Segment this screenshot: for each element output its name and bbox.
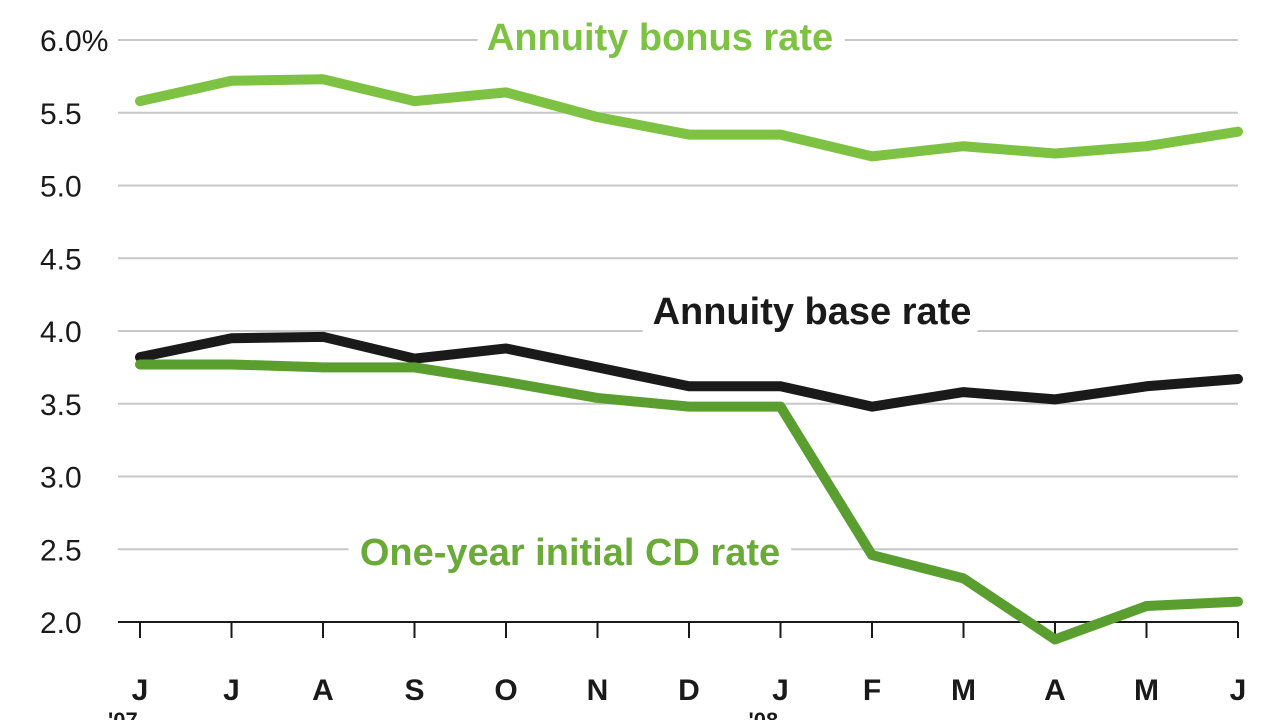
data-point <box>871 554 873 556</box>
data-point <box>963 391 964 393</box>
data-point <box>322 336 324 338</box>
y-tick-label: 4.0 <box>40 316 82 349</box>
data-point <box>597 116 598 118</box>
x-tick-label: N <box>587 674 609 707</box>
data-point <box>505 381 507 383</box>
year-label: '08 <box>749 708 779 720</box>
y-axis-tick-labels: 2.0 2.5 3.0 3.5 4.0 4.5 5.0 5.5 6.0% <box>40 25 108 640</box>
x-tick-label: J <box>772 674 789 707</box>
y-tick-label: 2.0 <box>40 607 82 640</box>
y-tick-label: 6.0% <box>40 25 108 58</box>
data-point <box>414 358 415 360</box>
x-tick-label: J <box>1230 674 1247 707</box>
series-line-2 <box>135 359 1243 645</box>
data-point <box>1146 385 1147 387</box>
data-point <box>139 363 141 365</box>
data-point <box>597 366 598 368</box>
data-point <box>688 406 690 408</box>
series-lines <box>135 74 1243 645</box>
series-line-0 <box>135 74 1243 162</box>
x-tick-label: J <box>132 674 149 707</box>
x-tick-label: F <box>863 674 881 707</box>
data-point <box>231 337 232 339</box>
y-tick-label: 2.5 <box>40 534 82 567</box>
x-tick-label: J <box>223 674 240 707</box>
data-point <box>963 577 964 579</box>
series-label: Annuity base rate <box>653 291 972 333</box>
data-point <box>414 100 415 102</box>
data-point <box>780 385 781 387</box>
data-point <box>871 406 873 408</box>
x-tick-label: O <box>494 674 517 707</box>
y-tick-label: 5.5 <box>40 98 82 131</box>
data-point <box>231 80 232 82</box>
data-point <box>139 100 141 102</box>
series-label: One-year initial CD rate <box>360 532 780 574</box>
data-point <box>963 145 964 147</box>
data-point <box>414 366 415 368</box>
data-point <box>505 347 507 349</box>
data-point <box>1054 398 1056 400</box>
x-tick-label: S <box>404 674 424 707</box>
year-label: '07 <box>108 708 138 720</box>
x-tick-label: A <box>1044 674 1066 707</box>
series-label: Annuity bonus rate <box>487 17 833 59</box>
data-point <box>688 385 690 387</box>
data-point <box>231 363 232 365</box>
data-point <box>1054 638 1056 640</box>
data-point <box>1054 152 1056 154</box>
x-tick-label: D <box>678 674 700 707</box>
data-point <box>322 366 324 368</box>
y-tick-label: 5.0 <box>40 171 82 204</box>
x-tick-label: M <box>951 674 976 707</box>
y-tick-label: 3.0 <box>40 462 82 495</box>
data-point <box>505 91 507 93</box>
x-tick-label: A <box>312 674 334 707</box>
y-tick-label: 3.5 <box>40 389 82 422</box>
data-point <box>780 406 781 408</box>
data-point <box>1237 131 1239 133</box>
data-point <box>871 155 873 157</box>
data-point <box>597 397 598 399</box>
x-tick-label: M <box>1134 674 1159 707</box>
data-point <box>1237 601 1239 603</box>
data-point <box>322 78 324 80</box>
data-point <box>688 134 690 136</box>
y-tick-label: 4.5 <box>40 243 82 276</box>
data-point <box>1237 378 1239 380</box>
data-point <box>1146 605 1147 607</box>
data-point <box>139 356 141 358</box>
data-point <box>780 134 781 136</box>
data-point <box>1146 145 1147 147</box>
